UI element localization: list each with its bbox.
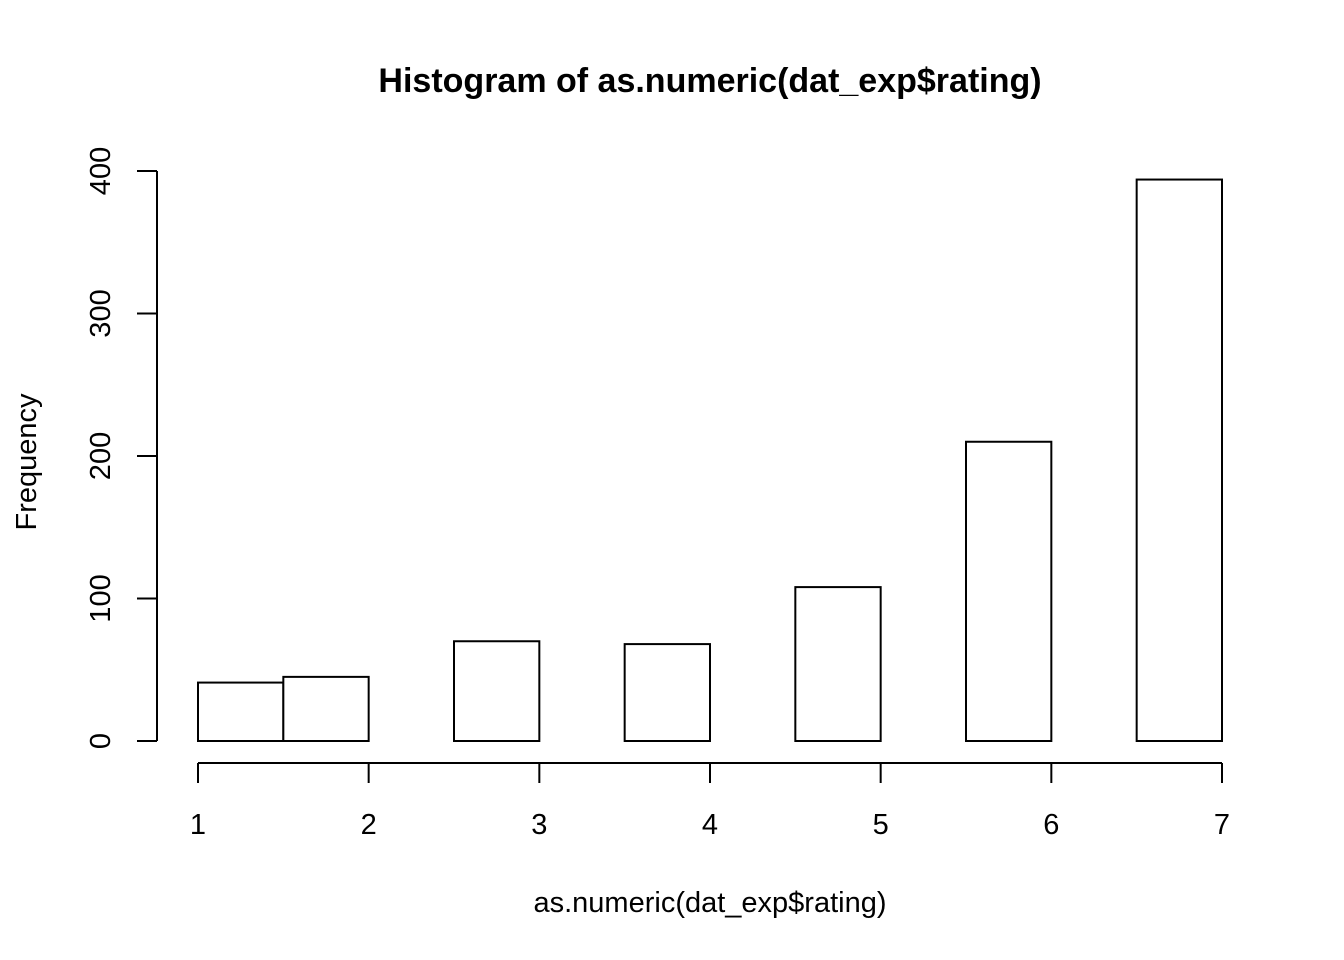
histogram-bar — [623, 643, 712, 742]
y-tick-label: 100 — [85, 574, 117, 622]
histogram-bar — [965, 440, 1053, 742]
bars-group — [197, 178, 1223, 743]
x-tick-label: 3 — [531, 809, 547, 841]
chart-title: Histogram of as.numeric(dat_exp$rating) — [378, 62, 1041, 100]
x-tick-label: 5 — [873, 809, 889, 841]
histogram-bar — [282, 675, 370, 742]
x-tick-label: 4 — [702, 809, 718, 841]
histogram-bar — [1135, 178, 1223, 743]
y-tick-label: 200 — [85, 432, 117, 480]
y-axis-label: Frequency — [11, 393, 43, 531]
histogram-bar — [197, 681, 285, 743]
y-tick-label: 0 — [85, 733, 117, 749]
x-axis-label: as.numeric(dat_exp$rating) — [533, 887, 886, 919]
y-tick-label: 400 — [85, 147, 117, 195]
histogram-bar — [453, 640, 541, 742]
y-axis: 0 100 200 300 400 — [85, 147, 158, 749]
x-tick-label: 6 — [1043, 809, 1059, 841]
x-tick-label: 7 — [1214, 809, 1230, 841]
x-axis: 1 2 3 4 5 6 7 — [190, 762, 1230, 841]
histogram-bar — [794, 586, 882, 742]
x-tick-label: 1 — [190, 809, 206, 841]
y-tick-label: 300 — [85, 289, 117, 337]
x-tick-label: 2 — [361, 809, 377, 841]
